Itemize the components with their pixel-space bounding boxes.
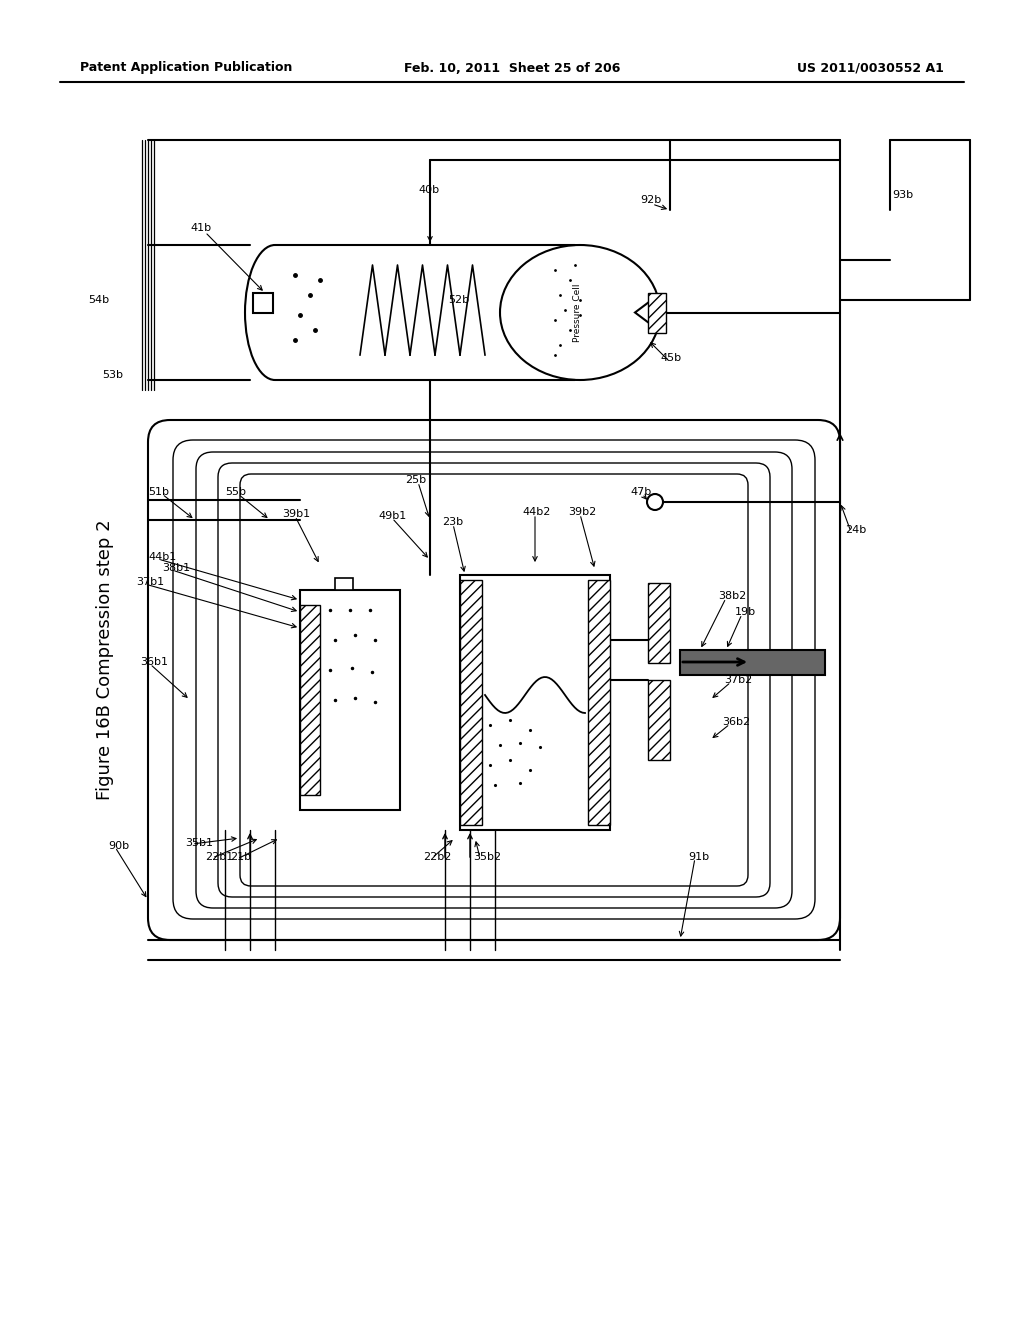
Text: 35b2: 35b2 bbox=[473, 851, 501, 862]
Text: Pressure Cell: Pressure Cell bbox=[572, 284, 582, 342]
Bar bbox=[300, 590, 400, 810]
Text: 36b1: 36b1 bbox=[140, 657, 168, 667]
Text: 39b2: 39b2 bbox=[568, 507, 596, 517]
Text: Feb. 10, 2011  Sheet 25 of 206: Feb. 10, 2011 Sheet 25 of 206 bbox=[403, 62, 621, 74]
Bar bbox=[588, 579, 610, 825]
Text: 55b: 55b bbox=[225, 487, 246, 498]
Text: 40b: 40b bbox=[418, 185, 439, 195]
Text: 35b1: 35b1 bbox=[185, 838, 213, 847]
Bar bbox=[680, 649, 825, 675]
Text: US 2011/0030552 A1: US 2011/0030552 A1 bbox=[797, 62, 944, 74]
Bar bbox=[648, 293, 666, 333]
Bar bbox=[335, 578, 353, 590]
Bar bbox=[648, 583, 670, 663]
Text: 53b: 53b bbox=[102, 370, 123, 380]
Text: 38b1: 38b1 bbox=[162, 564, 190, 573]
Text: 22b2: 22b2 bbox=[423, 851, 452, 862]
Circle shape bbox=[647, 494, 663, 510]
Text: 41b: 41b bbox=[190, 223, 211, 234]
Text: 45b: 45b bbox=[660, 352, 681, 363]
Text: 91b: 91b bbox=[688, 851, 710, 862]
Text: 21b: 21b bbox=[230, 851, 251, 862]
Text: 23b: 23b bbox=[442, 517, 463, 527]
Bar bbox=[648, 680, 670, 760]
Bar bbox=[460, 579, 482, 825]
Text: 90b: 90b bbox=[108, 841, 129, 851]
FancyBboxPatch shape bbox=[148, 420, 840, 940]
Text: 54b: 54b bbox=[88, 294, 110, 305]
FancyBboxPatch shape bbox=[173, 440, 815, 919]
Text: 93b: 93b bbox=[892, 190, 913, 201]
Text: Figure 16B Compression step 2: Figure 16B Compression step 2 bbox=[96, 520, 114, 800]
FancyBboxPatch shape bbox=[218, 463, 770, 898]
Ellipse shape bbox=[500, 246, 660, 380]
Text: 39b1: 39b1 bbox=[282, 510, 310, 519]
Text: 37b2: 37b2 bbox=[724, 675, 753, 685]
Text: Patent Application Publication: Patent Application Publication bbox=[80, 62, 293, 74]
Text: 22b1: 22b1 bbox=[205, 851, 233, 862]
Text: 36b2: 36b2 bbox=[722, 717, 751, 727]
Text: 24b: 24b bbox=[845, 525, 866, 535]
Text: 52b: 52b bbox=[449, 294, 469, 305]
Text: 49b1: 49b1 bbox=[378, 511, 407, 521]
Text: 25b: 25b bbox=[406, 475, 426, 484]
Text: 51b: 51b bbox=[148, 487, 169, 498]
Text: 47b: 47b bbox=[630, 487, 651, 498]
Text: 37b1: 37b1 bbox=[136, 577, 164, 587]
Text: 38b2: 38b2 bbox=[718, 591, 746, 601]
FancyBboxPatch shape bbox=[196, 451, 792, 908]
Text: 44b1: 44b1 bbox=[148, 552, 176, 562]
FancyBboxPatch shape bbox=[240, 474, 748, 886]
Text: 92b: 92b bbox=[640, 195, 662, 205]
Text: 44b2: 44b2 bbox=[522, 507, 550, 517]
Bar bbox=[460, 576, 610, 830]
Text: 19b: 19b bbox=[735, 607, 756, 616]
Bar bbox=[253, 293, 273, 313]
Bar bbox=[300, 605, 319, 795]
